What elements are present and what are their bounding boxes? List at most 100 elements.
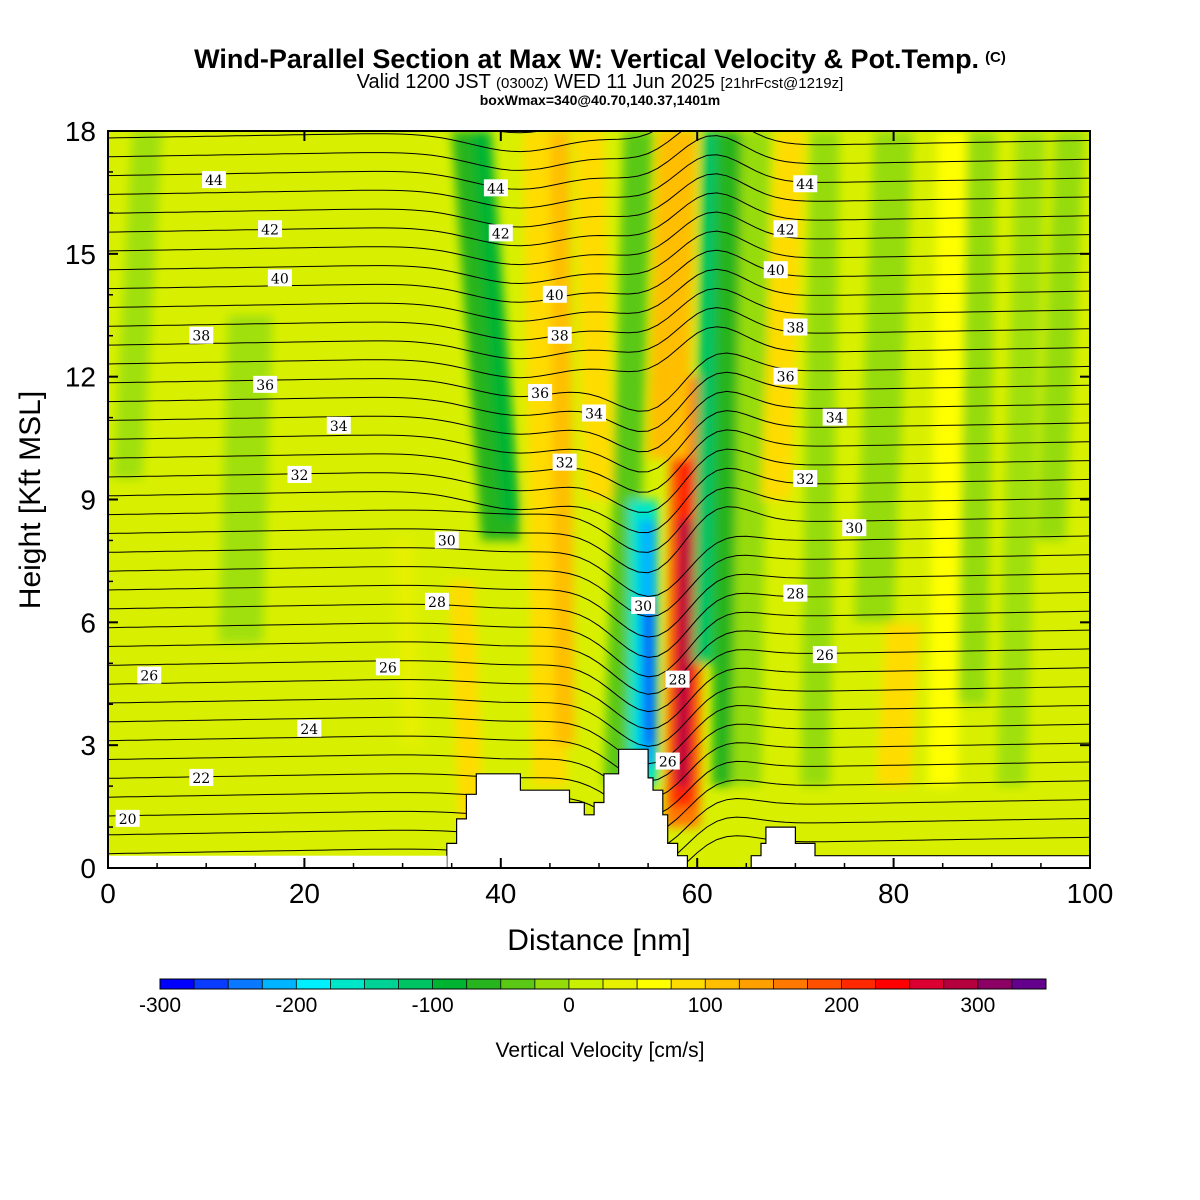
theta-contour-line [108, 486, 1090, 553]
theta-contour-label: 44 [483, 179, 508, 197]
terrain-base [108, 855, 447, 868]
theta-contour-label: 32 [793, 470, 818, 488]
theta-contour-label: 28 [424, 592, 449, 611]
velocity-band [112, 131, 163, 480]
valid-time-line: Valid 1200 JST (0300Z) WED 11 Jun 2025 [… [356, 71, 844, 93]
theta-contour-line [108, 535, 1090, 598]
velocity-band [876, 622, 921, 787]
terrain-mask [108, 748, 1091, 869]
y-tick-label: 9 [80, 485, 96, 516]
svg-text:26: 26 [816, 648, 834, 664]
theta-contour-line [108, 173, 1090, 228]
colorbar-swatch [773, 979, 808, 989]
svg-text:32: 32 [291, 468, 309, 484]
terrain-profile [446, 748, 1091, 869]
colorbar-swatch [807, 979, 843, 989]
theta-contour-line [108, 131, 656, 153]
colorbar-tick-label: 100 [688, 994, 723, 1017]
theta-contour-label: 28 [665, 670, 690, 689]
theta-contour-line [108, 591, 1090, 658]
theta-contour-label: 34 [582, 404, 607, 423]
theta-contour-label: 38 [783, 318, 808, 337]
colorbar-swatch [330, 979, 365, 989]
velocity-band [218, 315, 273, 643]
svg-text:40: 40 [271, 271, 289, 287]
y-tick-label: 3 [80, 730, 96, 761]
colorbar-tick-label: -200 [275, 994, 317, 1017]
theta-contour-line [108, 448, 1090, 513]
theta-contour-label: 40 [542, 285, 567, 304]
colorbar-swatch [194, 979, 229, 989]
svg-text:38: 38 [192, 329, 210, 345]
copyright-mark: (C) [985, 49, 1006, 66]
colorbar-swatch [705, 979, 740, 989]
theta-contour-label: 26 [137, 666, 162, 685]
colorbar-swatch [364, 979, 400, 989]
theta-contour-label: 34 [822, 408, 847, 427]
theta-contour-line [108, 705, 1090, 765]
theta-contour-label: 36 [773, 367, 798, 386]
svg-text:44: 44 [487, 181, 505, 197]
colorbar-swatch [228, 979, 263, 989]
colorbar-swatch [398, 979, 434, 989]
velocity-band [1035, 131, 1086, 541]
velocity-band [449, 581, 484, 828]
theta-contour-line [108, 686, 1090, 747]
svg-text:34: 34 [826, 411, 844, 427]
colorbar-swatch [875, 979, 911, 989]
theta-contour-line [108, 410, 1090, 473]
svg-text:44: 44 [205, 173, 223, 189]
velocity-band [996, 131, 1046, 787]
colorbar-swatch [909, 979, 945, 989]
theta-contour-label: 36 [528, 384, 553, 402]
x-tick-label: 60 [682, 878, 713, 909]
colorbar-tick-label: 300 [960, 994, 995, 1017]
theta-contour-line [108, 723, 1090, 782]
colorbar-tick-label: -300 [139, 994, 181, 1017]
theta-contour-label: 38 [189, 326, 214, 345]
velocity-band [471, 131, 521, 520]
velocity-band [927, 131, 968, 787]
svg-text:42: 42 [261, 222, 279, 238]
velocity-band [731, 131, 771, 787]
svg-text:38: 38 [551, 329, 569, 345]
svg-text:36: 36 [256, 378, 274, 394]
theta-contour-label: 20 [115, 809, 140, 828]
colorbar-swatch [603, 979, 638, 989]
colorbar-title: Vertical Velocity [cm/s] [496, 1039, 705, 1062]
svg-text:36: 36 [777, 370, 795, 386]
theta-contour-line [108, 211, 1090, 266]
theta-contour-label: 42 [773, 220, 798, 238]
potential-temperature-contours [108, 131, 1090, 868]
svg-text:34: 34 [585, 407, 603, 423]
theta-contour-line [108, 648, 1090, 713]
colorbar-tick-label: 200 [824, 994, 859, 1017]
colorbar-swatch [568, 979, 604, 989]
theta-contour-line [108, 390, 1090, 453]
theta-contour-line [108, 629, 1090, 695]
theta-contour-line [108, 287, 1090, 341]
svg-text:32: 32 [796, 472, 814, 488]
svg-text:32: 32 [556, 456, 574, 472]
theta-contour-label: 34 [326, 416, 351, 435]
theta-contour-line [108, 742, 1090, 800]
svg-text:24: 24 [300, 722, 318, 738]
velocity-band [603, 131, 654, 787]
theta-contour-line [494, 131, 543, 134]
colorbar-swatch [160, 979, 195, 989]
x-tick-label: 20 [289, 878, 320, 909]
theta-contour-line [108, 506, 1090, 574]
theta-contour-label: 44 [793, 175, 818, 193]
svg-text:44: 44 [796, 177, 814, 193]
colorbar-swatch [534, 979, 570, 989]
svg-text:42: 42 [777, 222, 795, 238]
theta-contour-label: 44 [202, 171, 227, 189]
svg-text:40: 40 [546, 288, 564, 304]
svg-text:34: 34 [330, 419, 348, 435]
x-axis-title: Distance [nm] [507, 924, 690, 957]
svg-text:26: 26 [659, 755, 677, 771]
velocity-band [549, 131, 575, 746]
velocity-band [643, 601, 655, 746]
x-tick-label: 40 [485, 878, 516, 909]
theta-contour-line [108, 573, 1090, 638]
